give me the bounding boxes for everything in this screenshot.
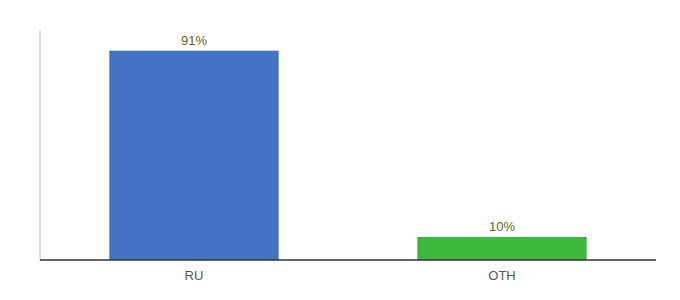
bars — [109, 51, 586, 260]
data-label: 10% — [489, 219, 515, 234]
data-label: 91% — [181, 33, 207, 48]
bar — [109, 51, 278, 260]
chart-container: RU OTH 91% 10% — [0, 0, 680, 300]
y-axis-line — [40, 30, 41, 260]
bar — [417, 237, 586, 260]
x-axis-line — [40, 259, 656, 261]
x-tick-label: OTH — [488, 268, 515, 283]
x-tick-label: RU — [185, 268, 204, 283]
chart: RU OTH 91% 10% — [0, 0, 680, 300]
